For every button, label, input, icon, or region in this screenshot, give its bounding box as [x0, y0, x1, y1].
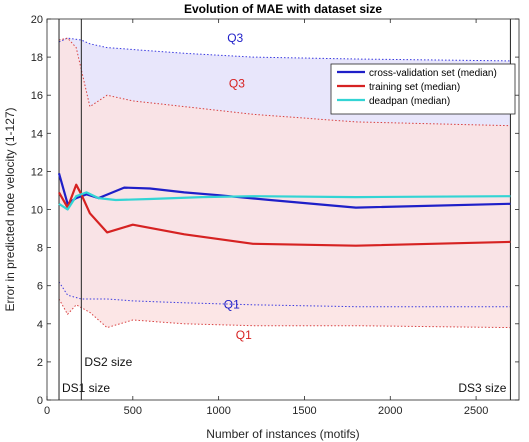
- quartile-annotation-2: Q1: [224, 298, 240, 312]
- y-axis-ticks: 0 2 4 6 8 10 12 14 16 18 20: [31, 14, 519, 407]
- y-tick-label-10: 20: [31, 14, 43, 26]
- quartile-annotation-0: Q3: [227, 31, 243, 45]
- y-tick-label-4: 8: [37, 243, 43, 255]
- y-tick-label-8: 16: [31, 90, 43, 102]
- median-lines: [57, 173, 511, 247]
- y-tick-label-6: 12: [31, 166, 43, 178]
- y-tick-label-1: 2: [37, 357, 43, 369]
- x-tick-label-2: 1000: [206, 405, 230, 417]
- band-q1-edge-0: [58, 281, 511, 308]
- series-line-1: [58, 183, 511, 247]
- y-tick-label-7: 14: [31, 128, 43, 140]
- x-axis-ticks: 0 500 1000 1500 2000 2500: [44, 19, 488, 417]
- band-q3-edge-0: [58, 37, 511, 62]
- x-tick-label-1: 500: [124, 405, 142, 417]
- x-tick-label-3: 1500: [292, 405, 316, 417]
- quartile-annotations: Q3 Q3 Q1 Q1: [224, 31, 252, 342]
- x-tick-label-4: 2000: [378, 405, 402, 417]
- x-axis-label: Number of instances (motifs): [206, 427, 359, 441]
- band-fill-1: [59, 38, 511, 328]
- legend-label-1: training set (median): [369, 82, 460, 93]
- quartile-annotation-3: Q1: [236, 328, 252, 342]
- legend-label-2: deadpan (median): [369, 96, 450, 107]
- legend-label-0: cross-validation set (median): [369, 68, 497, 79]
- band-q3-edge-1: [58, 37, 511, 127]
- y-axis-label: Error in predicted note velocity (1-127): [3, 107, 17, 311]
- vline-label-1: DS2 size: [84, 355, 132, 369]
- y-tick-label-9: 18: [31, 52, 43, 64]
- vline-label-0: DS1 size: [62, 381, 110, 395]
- vline-label-2: DS3 size: [458, 381, 506, 395]
- x-tick-label-5: 2500: [464, 405, 488, 417]
- legend: cross-validation set (median) training se…: [330, 63, 516, 115]
- x-tick-label-0: 0: [44, 405, 50, 417]
- y-tick-label-2: 4: [37, 319, 43, 331]
- quartile-annotation-1: Q3: [229, 77, 245, 91]
- chart-title: Evolution of MAE with dataset size: [184, 2, 382, 16]
- series-line-2: [58, 191, 511, 211]
- y-tick-label-5: 10: [31, 205, 43, 217]
- y-tick-label-3: 6: [37, 281, 43, 293]
- y-tick-label-0: 0: [37, 395, 43, 407]
